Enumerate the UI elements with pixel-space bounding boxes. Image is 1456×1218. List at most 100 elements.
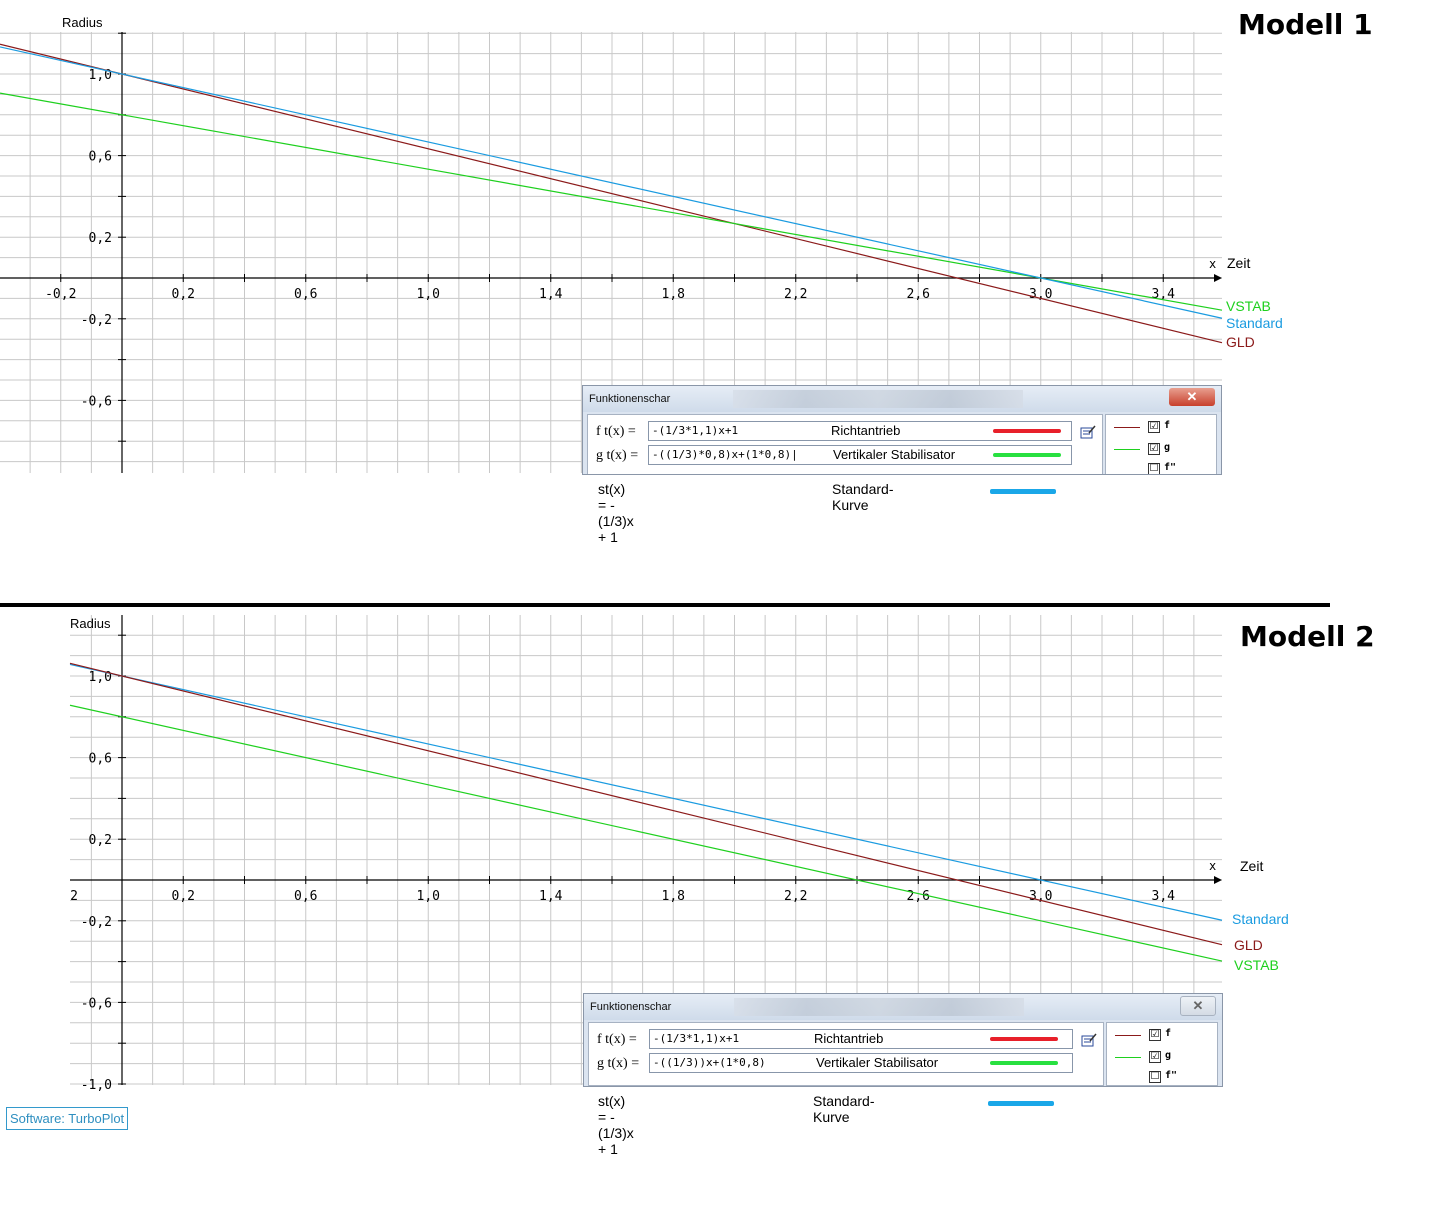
series-line-gld	[0, 43, 1223, 344]
model-1-title: Modell 1	[1238, 8, 1373, 41]
x-axis-letter: x	[1209, 859, 1216, 873]
x-tick-label: 0,2	[172, 889, 195, 904]
x-tick-label: 1,4	[539, 889, 563, 904]
g-label: g t(x) =	[597, 1056, 640, 1071]
x-tick-label: 3,0	[1029, 889, 1052, 904]
funktionenschar-dialog-1: Funktionenschar ✕ f t(x) = -(1/3*1,1)x+1…	[582, 385, 1222, 475]
x-tick-label: 3,4	[1152, 889, 1176, 904]
close-button[interactable]: ✕	[1169, 388, 1215, 406]
x-tick-label: 2,6	[907, 287, 930, 302]
x-tick-label: 1,0	[417, 889, 440, 904]
y-tick-label: -0,6	[81, 996, 112, 1011]
series-label-vstab: VSTAB	[1234, 957, 1279, 973]
f-expression-field[interactable]: -(1/3*1,1)x+1 Richtantrieb	[648, 421, 1072, 441]
f-label: f t(x) =	[596, 424, 636, 439]
legend-f-checkbox[interactable]: ☑	[1149, 1029, 1161, 1041]
g-expression: -((1/3))x+(1*0,8)	[653, 1056, 766, 1069]
series-line-gld	[69, 662, 1223, 946]
function-legend: ☑ f ☑ g ☐ f"	[1105, 414, 1217, 474]
st-color-swatch	[990, 489, 1056, 494]
series-label-standard: Standard	[1226, 315, 1283, 331]
x-tick-label: 1,0	[417, 287, 440, 302]
legend-g-checkbox[interactable]: ☑	[1149, 1051, 1161, 1063]
function-editor: f t(x) = -(1/3*1,1)x+1 Richtantrieb g t(…	[588, 1022, 1104, 1086]
y-tick-label: 1,0	[89, 68, 112, 83]
legend-f2-label: f"	[1165, 1070, 1178, 1081]
function-legend: ☑ f ☑ g ☐ f"	[1106, 1022, 1218, 1086]
st-color-swatch	[988, 1101, 1054, 1106]
x-tick-label: 3,0	[1029, 287, 1052, 302]
g-description: Vertikaler Stabilisator	[816, 1055, 939, 1070]
g-expression: -((1/3)*0,8)x+(1*0,8)|	[652, 448, 798, 461]
legend-g-line	[1114, 449, 1140, 450]
legend-f-label: f	[1164, 420, 1171, 431]
edit-icon[interactable]	[1080, 425, 1096, 439]
series-line-vstab	[69, 704, 1223, 962]
series-line-standard	[69, 663, 1223, 921]
x-tick-label: 2	[70, 889, 78, 904]
y-tick-label: 0,6	[89, 150, 112, 165]
series-line-standard	[0, 46, 1223, 319]
legend-f2-checkbox[interactable]: ☐	[1149, 1071, 1161, 1083]
y-tick-label: 0,2	[89, 833, 112, 848]
x-axis-label: Zeit	[1227, 255, 1250, 271]
y-tick-label: -1,0	[81, 1078, 112, 1093]
legend-f-line	[1115, 1035, 1141, 1036]
series-label-vstab: VSTAB	[1226, 298, 1271, 314]
x-tick-label: 2,2	[784, 889, 807, 904]
x-tick-label: 0,6	[294, 287, 317, 302]
st-formula: st(x) = - (1/3)x + 1	[598, 481, 634, 545]
series-label-gld: GLD	[1226, 334, 1255, 350]
f-color-swatch[interactable]	[993, 429, 1061, 433]
x-axis-arrow	[1214, 274, 1222, 282]
g-expression-field[interactable]: -((1/3))x+(1*0,8) Vertikaler Stabilisato…	[649, 1053, 1073, 1073]
y-tick-label: -0,2	[81, 313, 112, 328]
x-tick-label: -0,2	[45, 287, 76, 302]
x-axis-arrow	[1214, 876, 1222, 884]
legend-f-label: f	[1165, 1028, 1172, 1039]
close-button[interactable]: ✕	[1180, 996, 1216, 1016]
funktionenschar-dialog-2: Funktionenschar ✕ f t(x) = -(1/3*1,1)x+1…	[583, 993, 1223, 1087]
f-color-swatch[interactable]	[990, 1037, 1058, 1041]
series-line-vstab	[0, 92, 1223, 311]
f-label: f t(x) =	[597, 1032, 637, 1047]
model-2-title: Modell 2	[1240, 620, 1375, 653]
y-tick-label: 0,2	[89, 231, 112, 246]
edit-icon[interactable]	[1081, 1033, 1097, 1047]
legend-f-checkbox[interactable]: ☑	[1148, 421, 1160, 433]
panel-separator	[0, 603, 1330, 607]
dialog-title: Funktionenschar	[589, 393, 671, 405]
g-expression-field[interactable]: -((1/3)*0,8)x+(1*0,8)| Vertikaler Stabil…	[648, 445, 1072, 465]
f-expression-field[interactable]: -(1/3*1,1)x+1 Richtantrieb	[649, 1029, 1073, 1049]
g-color-swatch[interactable]	[990, 1061, 1058, 1065]
x-tick-label: 1,4	[539, 287, 563, 302]
y-tick-label: 1,0	[89, 670, 112, 685]
x-tick-label: 1,8	[662, 287, 685, 302]
series-label-standard: Standard	[1232, 911, 1289, 927]
y-tick-label: -0,2	[81, 915, 112, 930]
legend-g-label: g	[1164, 442, 1171, 453]
software-credit: Software: TurboPlot	[6, 1107, 129, 1130]
series-label-gld: GLD	[1234, 937, 1263, 953]
dialog-title: Funktionenschar	[590, 1001, 672, 1013]
g-label: g t(x) =	[596, 448, 639, 463]
x-tick-label: 1,8	[662, 889, 685, 904]
legend-g-checkbox[interactable]: ☑	[1148, 443, 1160, 455]
legend-f-line	[1114, 427, 1140, 428]
legend-g-label: g	[1165, 1050, 1172, 1061]
y-tick-label: 0,6	[89, 752, 112, 767]
y-axis-label: Radius	[62, 15, 103, 30]
x-tick-label: 0,6	[294, 889, 317, 904]
y-tick-label: -0,6	[81, 394, 112, 409]
legend-f2-checkbox[interactable]: ☐	[1148, 463, 1160, 474]
x-axis-label: Zeit	[1240, 858, 1263, 874]
function-editor: f t(x) = -(1/3*1,1)x+1 Richtantrieb g t(…	[587, 414, 1103, 474]
st-description: Standard-Kurve	[832, 481, 894, 513]
f-expression: -(1/3*1,1)x+1	[653, 1032, 740, 1045]
blurred-region	[733, 390, 1023, 408]
g-description: Vertikaler Stabilisator	[833, 447, 956, 462]
x-tick-label: 0,2	[172, 287, 195, 302]
f-expression: -(1/3*1,1)x+1	[652, 424, 739, 437]
g-color-swatch[interactable]	[993, 453, 1061, 457]
legend-f2-label: f"	[1164, 462, 1177, 473]
